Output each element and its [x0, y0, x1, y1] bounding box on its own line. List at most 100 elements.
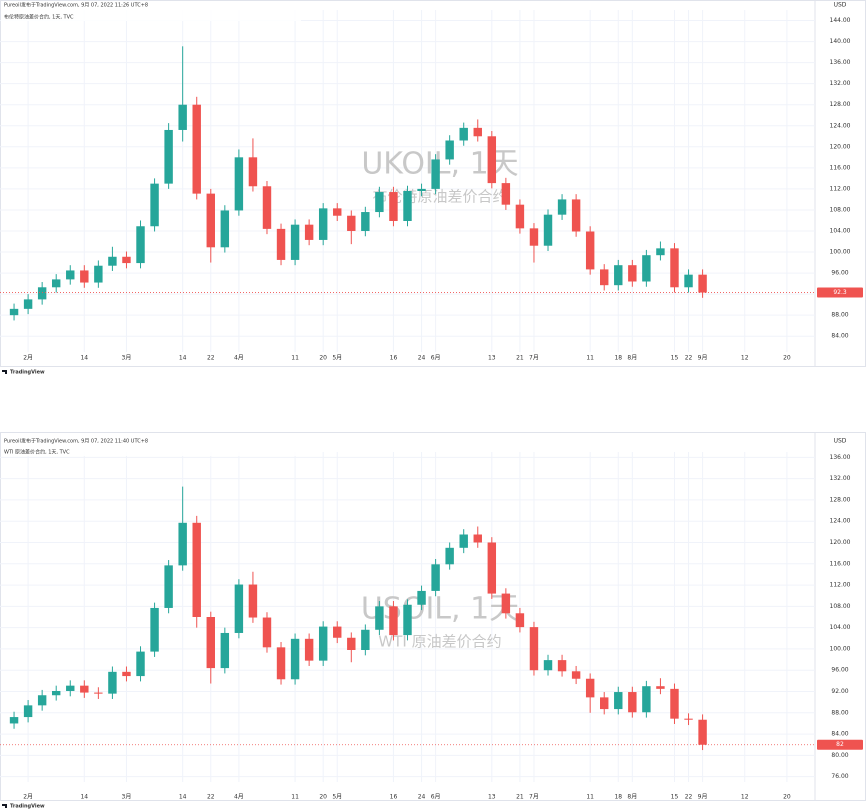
candle-body	[557, 660, 567, 672]
x-tick-label: 8月	[627, 355, 637, 362]
candle-body	[375, 606, 384, 630]
x-tick-label: 12	[741, 355, 749, 362]
y-tick-label: 104.00	[830, 227, 851, 234]
x-tick-label: 13	[488, 794, 496, 801]
candle-body	[684, 274, 693, 288]
candle-body	[698, 274, 707, 293]
candle-body	[318, 626, 328, 661]
candle-body	[51, 690, 61, 696]
candle-body	[628, 265, 637, 282]
candle-body	[417, 188, 426, 191]
candle-body	[333, 208, 342, 216]
y-tick-label: 120.00	[830, 143, 851, 150]
x-tick-label: 22	[207, 794, 215, 801]
x-tick-label: 11	[291, 794, 299, 801]
y-tick-label: 128.00	[830, 101, 851, 108]
attribution: TradingView	[10, 370, 45, 376]
candle-body	[403, 190, 412, 221]
x-tick-label: 18	[614, 794, 622, 801]
candle-body	[206, 617, 215, 669]
candle-body	[389, 606, 398, 636]
x-tick-label: 15	[671, 355, 679, 362]
x-tick-label: 4月	[234, 355, 244, 362]
candle-body	[585, 231, 595, 270]
x-tick-label: 24	[418, 355, 426, 362]
y-tick-label: 96.00	[831, 667, 848, 674]
candle-body	[150, 607, 159, 652]
attribution: TradingView	[10, 804, 45, 810]
y-tick-label: 88.00	[831, 709, 848, 716]
candle-body	[656, 686, 665, 689]
candle-body	[9, 308, 19, 316]
x-tick-label: 14	[179, 355, 187, 362]
x-tick-label: 22	[685, 794, 693, 801]
x-tick-label: 11	[586, 355, 594, 362]
candle-body	[9, 717, 19, 724]
x-tick-label: 2月	[23, 355, 33, 362]
last-price-label: 92.3	[833, 289, 847, 296]
candle-body	[445, 547, 454, 565]
candle-body	[656, 248, 665, 256]
candle-body	[361, 629, 370, 650]
chart-panel: 76.00 80.00 84.00 88.00 92.00 96.00 100.00 104.…	[0, 432, 866, 810]
candle-body	[108, 671, 117, 694]
candle-body	[192, 104, 201, 194]
x-tick-label: 6月	[431, 794, 441, 801]
x-tick-label: 14	[80, 794, 88, 801]
x-tick-label: 12	[741, 794, 749, 801]
logo	[2, 804, 7, 808]
candle-body	[543, 214, 553, 246]
x-tick-label: 7月	[529, 355, 539, 362]
candle-body	[80, 685, 89, 693]
legend: WTI 原油差价合约, 1天, TVC	[4, 449, 70, 456]
legend: 布伦特原油差价合约, 1天, TVC	[4, 14, 74, 21]
candle-body	[347, 637, 356, 650]
y-tick-label: 112.00	[830, 582, 851, 589]
x-tick-label: 5月	[332, 794, 342, 801]
x-tick-label: 7月	[529, 794, 539, 801]
candle-body	[80, 270, 89, 283]
candle-body	[600, 269, 609, 286]
candle-body	[192, 522, 201, 617]
candle-body	[375, 192, 384, 213]
x-tick-label: 2月	[23, 794, 33, 801]
candle-body	[487, 542, 497, 594]
y-tick-label: 116.00	[830, 164, 851, 171]
candle-body	[150, 183, 159, 227]
candle-body	[290, 224, 300, 260]
candle-body	[543, 660, 553, 671]
candle-body	[529, 627, 539, 671]
candle-body	[698, 719, 707, 745]
candle-body	[262, 186, 272, 229]
x-tick-label: 22	[685, 355, 693, 362]
candle-body	[642, 686, 651, 713]
candle-body	[94, 692, 103, 694]
y-tick-label: 100.00	[830, 249, 851, 256]
y-tick-label: 92.00	[831, 688, 848, 695]
x-tick-label: 20	[319, 794, 327, 801]
header: Pureoil发布于TradingView.com, 9月 07, 2022 1…	[4, 2, 148, 9]
y-tick-label: 132.00	[830, 80, 851, 87]
y-tick-label: 84.00	[831, 731, 848, 738]
y-tick-label: 116.00	[830, 560, 851, 567]
x-tick-label: 11	[291, 355, 299, 362]
y-tick-label: 124.00	[830, 122, 851, 129]
y-tick-label: 124.00	[830, 518, 851, 525]
x-tick-label: 16	[390, 794, 398, 801]
y-tick-label: 136.00	[830, 454, 851, 461]
x-tick-label: 16	[390, 355, 398, 362]
candle-body	[670, 248, 679, 288]
y-tick-label: 76.00	[831, 773, 848, 780]
candle-body	[571, 671, 581, 679]
logo	[2, 370, 7, 374]
candle-body	[431, 564, 440, 591]
y-tick-label: 120.00	[830, 539, 851, 546]
candle-body	[614, 265, 623, 286]
y-tick-label: 112.00	[830, 185, 851, 192]
candle-body	[23, 299, 33, 309]
candle-body	[361, 212, 370, 231]
last-price-label: 82	[836, 741, 844, 748]
candle-body	[417, 590, 426, 605]
y-tick-label: 80.00	[831, 752, 848, 759]
